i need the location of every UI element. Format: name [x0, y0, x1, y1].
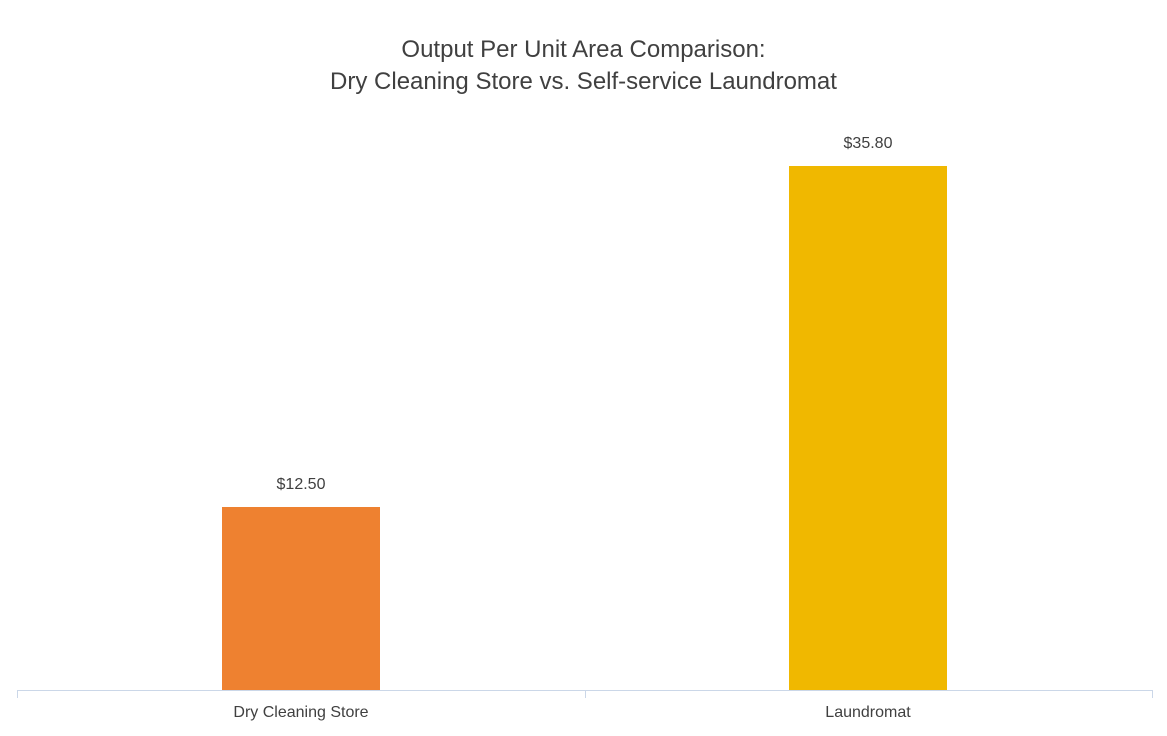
bar-value-label-dry-cleaning-store: $12.50	[276, 476, 326, 493]
x-axis-tick	[17, 690, 18, 698]
chart-title: Output Per Unit Area Comparison: Dry Cle…	[0, 34, 1167, 98]
bar-value-label-laundromat: $35.80	[843, 135, 893, 152]
x-axis-tick	[1152, 690, 1153, 698]
x-axis-label-dry-cleaning-store: Dry Cleaning Store	[233, 704, 369, 721]
x-axis-label-laundromat: Laundromat	[825, 704, 911, 721]
x-axis-tick	[585, 690, 586, 698]
x-axis-line	[17, 690, 1152, 691]
bar-dry-cleaning-store	[222, 507, 380, 690]
chart-title-line-1: Output Per Unit Area Comparison:	[401, 36, 766, 63]
bar-laundromat	[789, 166, 947, 690]
chart-title-line-2: Dry Cleaning Store vs. Self-service Laun…	[330, 68, 837, 95]
